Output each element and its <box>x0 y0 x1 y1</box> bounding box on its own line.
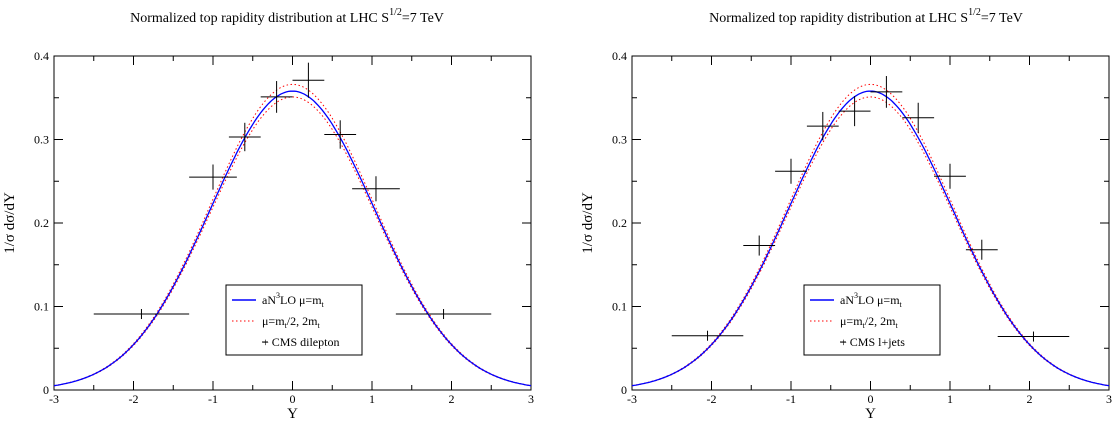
x-tick-label: -1 <box>786 392 796 406</box>
y-tick-label: 0.3 <box>34 133 49 147</box>
chart-title-text: Normalized top rapidity distribution at … <box>709 11 957 26</box>
title-energy-base: S <box>957 11 968 26</box>
x-tick-label: 0 <box>868 392 874 406</box>
x-tick-label: 1 <box>369 392 375 406</box>
y-tick-label: 0.3 <box>612 133 627 147</box>
x-tick-label: -2 <box>129 392 139 406</box>
legend-an3lo-sup: 3 <box>854 291 858 300</box>
y-tick-label: 0.1 <box>612 300 627 314</box>
legend-box <box>803 284 941 356</box>
x-axis-label: Y <box>865 406 876 422</box>
x-tick-label: 3 <box>528 392 534 406</box>
legend-label-scale-band: μ=mt/2, 2mt <box>262 314 320 330</box>
y-axis-label: 1/σ dσ/dY <box>2 192 18 254</box>
legend-an3lo-after: LO μ=m <box>858 293 900 307</box>
legend-band-bsub: t <box>895 321 898 330</box>
y-tick-label: 0.1 <box>34 300 49 314</box>
y-tick-label: 0.2 <box>34 216 49 230</box>
legend-box <box>225 284 363 356</box>
legend-band-bsub: t <box>317 321 320 330</box>
legend-an3lo-sup: 3 <box>276 291 280 300</box>
an3lo-curve <box>631 90 1110 387</box>
legend-an3lo-sub: t <box>322 300 325 309</box>
title-energy-superscript: 1/2 <box>389 7 402 18</box>
legend-band-asub: t <box>285 321 288 330</box>
scale-band-upper-curve <box>631 83 1110 387</box>
y-tick-label: 0 <box>621 383 627 397</box>
chart-panel-1: Normalized top rapidity distribution at … <box>2 7 534 422</box>
title-energy-rest: =7 TeV <box>402 11 444 26</box>
title-energy-base: S <box>378 11 389 26</box>
chart-title: Normalized top rapidity distribution at … <box>130 7 444 26</box>
y-axis-label: 1/σ dσ/dY <box>580 192 596 254</box>
x-tick-label: 1 <box>947 392 953 406</box>
legend-label-an3lo: aN3LO μ=mt <box>840 291 903 309</box>
legend-label-data: + CMS l+jets <box>840 335 905 349</box>
legend-band-a: μ=m <box>262 314 285 328</box>
chart-panel-2: Normalized top rapidity distribution at … <box>580 7 1112 422</box>
legend-band-a: μ=m <box>840 314 863 328</box>
title-energy-superscript: 1/2 <box>968 7 981 18</box>
x-tick-label: 2 <box>1027 392 1033 406</box>
x-tick-label: -1 <box>208 392 218 406</box>
an3lo-curve <box>53 90 532 387</box>
legend-label-an3lo: aN3LO μ=mt <box>262 291 325 309</box>
legend-an3lo-main: aN <box>840 293 854 307</box>
legend-an3lo-after: LO μ=m <box>280 293 322 307</box>
x-axis-label: Y <box>287 406 298 422</box>
scale-band-upper-curve <box>53 83 532 387</box>
legend-band-b: /2, 2m <box>287 314 318 328</box>
y-tick-label: 0 <box>43 383 49 397</box>
legend-band-asub: t <box>863 321 866 330</box>
x-tick-label: 3 <box>1106 392 1112 406</box>
x-tick-label: 2 <box>449 392 455 406</box>
legend-label-data: + CMS dilepton <box>262 335 339 349</box>
title-energy-rest: =7 TeV <box>981 11 1023 26</box>
chart-title: Normalized top rapidity distribution at … <box>709 7 1023 26</box>
x-tick-label: -2 <box>707 392 717 406</box>
x-tick-label: -3 <box>49 392 59 406</box>
chart-title-text: Normalized top rapidity distribution at … <box>130 11 378 26</box>
y-tick-label: 0.4 <box>34 49 49 63</box>
y-tick-label: 0.4 <box>612 49 627 63</box>
legend-an3lo-sub: t <box>900 300 903 309</box>
x-tick-label: 0 <box>290 392 296 406</box>
legend-label-scale-band: μ=mt/2, 2mt <box>840 314 898 330</box>
legend-band-b: /2, 2m <box>865 314 896 328</box>
x-tick-label: -3 <box>627 392 637 406</box>
legend-an3lo-main: aN <box>262 293 276 307</box>
y-tick-label: 0.2 <box>612 216 627 230</box>
